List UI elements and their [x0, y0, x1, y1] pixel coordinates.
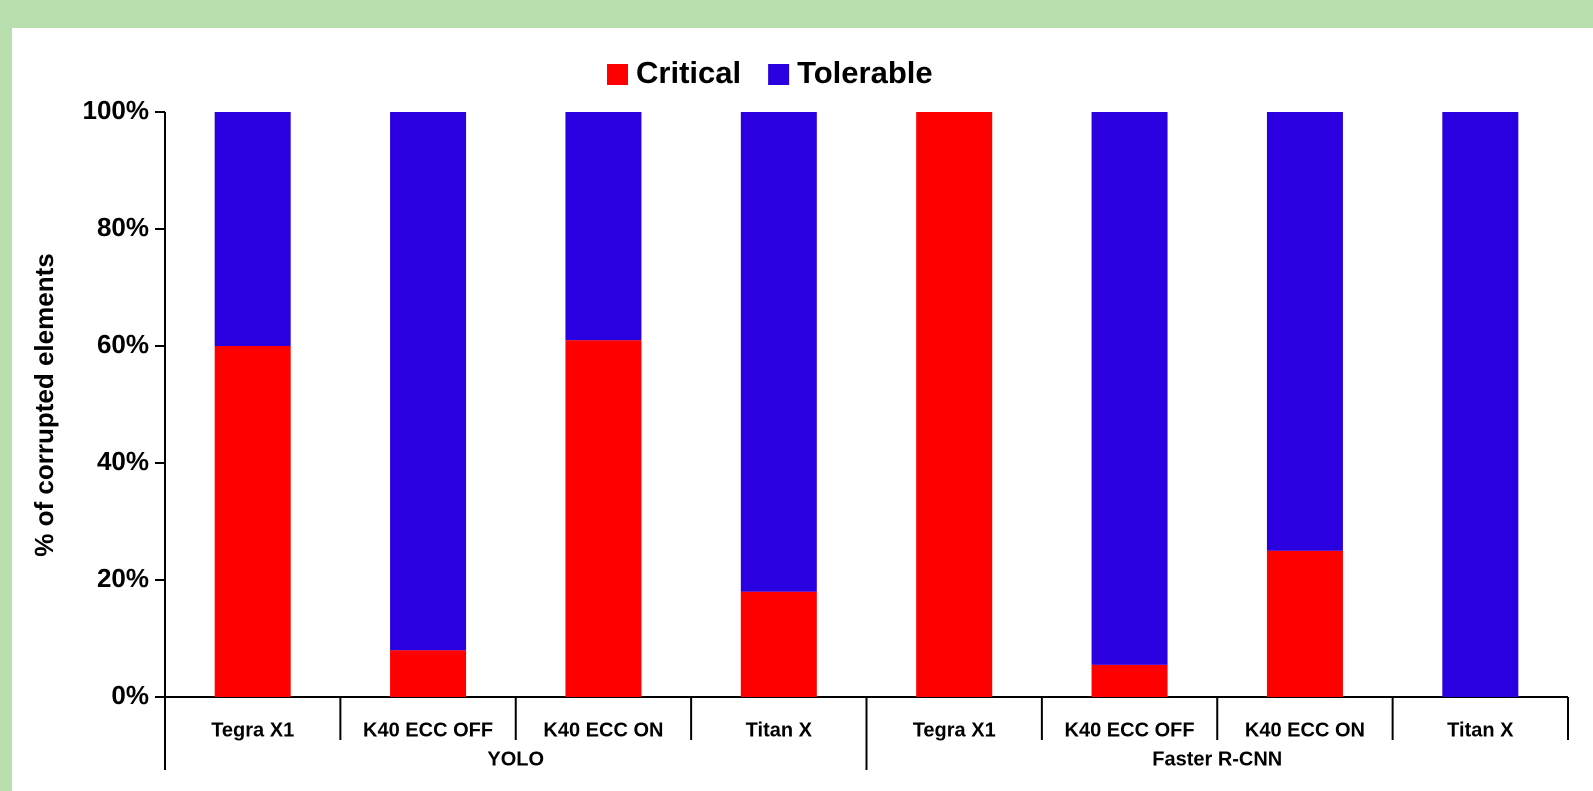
x-tick-label: K40 ECC ON: [543, 719, 663, 741]
bar-segment: [1266, 550, 1343, 697]
x-tick-label: K40 ECC OFF: [363, 719, 493, 741]
bar-segment: [740, 112, 817, 592]
bar-segment: [565, 340, 642, 697]
x-tick-label: Titan X: [1447, 719, 1514, 741]
y-tick-label: 20%: [97, 563, 149, 593]
legend-label: Critical: [636, 55, 741, 90]
bar-segment: [1091, 664, 1168, 697]
x-tick-label: K40 ECC ON: [1245, 719, 1365, 741]
y-axis-label: % of corrupted elements: [29, 253, 59, 556]
legend-label: Tolerable: [797, 55, 933, 90]
y-tick-label: 100%: [83, 95, 150, 125]
x-tick-label: Titan X: [746, 719, 813, 741]
bar-segment: [916, 112, 993, 697]
group-label: YOLO: [487, 748, 544, 770]
y-tick-label: 0%: [111, 680, 149, 710]
bar-segment: [214, 346, 291, 697]
bar-segment: [214, 112, 291, 346]
bar-segment: [1091, 112, 1168, 665]
x-tick-label: K40 ECC OFF: [1065, 719, 1195, 741]
y-tick-label: 40%: [97, 446, 149, 476]
bar-segment: [1266, 112, 1343, 551]
x-tick-label: Tegra X1: [913, 719, 996, 741]
y-tick-label: 80%: [97, 212, 149, 242]
y-tick-label: 60%: [97, 329, 149, 359]
bar-segment: [565, 112, 642, 341]
bar-segment: [1442, 112, 1519, 697]
bar-segment: [390, 112, 467, 651]
x-tick-label: Tegra X1: [211, 719, 294, 741]
legend-swatch: [607, 64, 628, 85]
group-label: Faster R-CNN: [1152, 748, 1282, 770]
bar-segment: [740, 591, 817, 697]
bar-segment: [390, 650, 467, 697]
legend-swatch: [768, 64, 790, 85]
